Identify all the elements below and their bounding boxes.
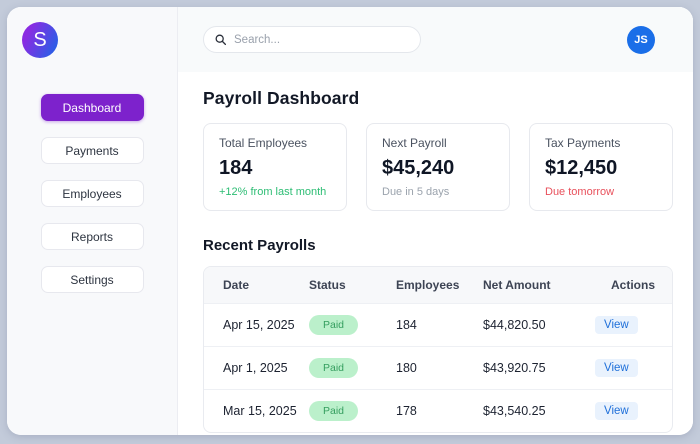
stat-card-total-employees: Total Employees 184 +12% from last month <box>203 123 347 211</box>
sidebar-nav: Dashboard Payments Employees Reports Set… <box>7 94 177 309</box>
view-button[interactable]: View <box>595 402 638 420</box>
stat-label: Tax Payments <box>545 136 621 150</box>
sidebar-item-employees[interactable]: Employees <box>40 180 144 207</box>
column-header-status: Status <box>309 278 346 292</box>
sidebar: S Dashboard Payments Employees Reports S… <box>7 7 178 435</box>
cell-actions: View <box>595 359 672 377</box>
stat-subtext: Due in 5 days <box>382 186 450 198</box>
column-header-net-amount: Net Amount <box>483 278 551 292</box>
search-box[interactable] <box>203 26 421 53</box>
stat-card-next-payroll: Next Payroll $45,240 Due in 5 days <box>366 123 510 211</box>
cell-net-amount: $44,820.50 <box>483 318 546 332</box>
status-badge: Paid <box>309 401 359 421</box>
app-window: S Dashboard Payments Employees Reports S… <box>7 7 693 435</box>
cell-employees: 180 <box>396 361 417 375</box>
cell-status: Paid <box>309 315 396 335</box>
column-header-employees: Employees <box>396 278 460 292</box>
cell-net-amount: $43,920.75 <box>483 361 546 375</box>
search-icon <box>214 33 227 46</box>
table-row: Mar 15, 2025 Paid 178 $43,540.25 View <box>204 389 672 432</box>
cell-status: Paid <box>309 401 396 421</box>
page-title: Payroll Dashboard <box>203 88 360 108</box>
table-row: Apr 1, 2025 Paid 180 $43,920.75 View <box>204 346 672 389</box>
recent-payrolls-title: Recent Payrolls <box>203 237 316 254</box>
table-header-row: Date Status Employees Net Amount Actions <box>204 267 672 303</box>
stat-value: $12,450 <box>545 157 618 179</box>
cell-status: Paid <box>309 358 396 378</box>
table-row: Apr 15, 2025 Paid 184 $44,820.50 View <box>204 303 672 346</box>
app-logo: S <box>22 22 58 58</box>
column-header-actions: Actions <box>611 278 656 292</box>
status-badge: Paid <box>309 315 359 335</box>
stat-cards: Total Employees 184 +12% from last month… <box>203 123 673 211</box>
view-button[interactable]: View <box>595 359 638 377</box>
cell-actions: View <box>595 402 672 420</box>
stat-value: $45,240 <box>382 157 455 179</box>
cell-actions: View <box>595 316 672 334</box>
stat-card-tax-payments: Tax Payments $12,450 Due tomorrow <box>529 123 673 211</box>
stat-subtext: Due tomorrow <box>545 186 615 198</box>
content: Payroll Dashboard Total Employees 184 +1… <box>178 72 693 433</box>
view-button[interactable]: View <box>595 316 638 334</box>
cell-employees: 184 <box>396 318 417 332</box>
top-bar: JS <box>178 7 693 72</box>
stat-label: Next Payroll <box>382 136 447 150</box>
cell-date: Mar 15, 2025 <box>223 404 297 418</box>
recent-payrolls-table: Date Status Employees Net Amount Actions… <box>203 266 673 433</box>
stat-subtext: +12% from last month <box>219 186 327 198</box>
sidebar-item-payments[interactable]: Payments <box>40 137 144 164</box>
sidebar-item-reports[interactable]: Reports <box>40 223 144 250</box>
sidebar-item-dashboard[interactable]: Dashboard <box>40 94 144 121</box>
stat-value: 184 <box>219 157 253 179</box>
main-area: JS Payroll Dashboard Total Employees 184… <box>178 7 693 435</box>
search-input[interactable] <box>234 33 410 46</box>
column-header-date: Date <box>223 278 250 292</box>
cell-employees: 178 <box>396 404 417 418</box>
cell-net-amount: $43,540.25 <box>483 404 546 418</box>
status-badge: Paid <box>309 358 359 378</box>
user-avatar[interactable]: JS <box>627 25 655 54</box>
sidebar-item-settings[interactable]: Settings <box>40 266 144 293</box>
stat-label: Total Employees <box>219 136 308 150</box>
cell-date: Apr 1, 2025 <box>223 361 288 375</box>
cell-date: Apr 15, 2025 <box>223 318 295 332</box>
